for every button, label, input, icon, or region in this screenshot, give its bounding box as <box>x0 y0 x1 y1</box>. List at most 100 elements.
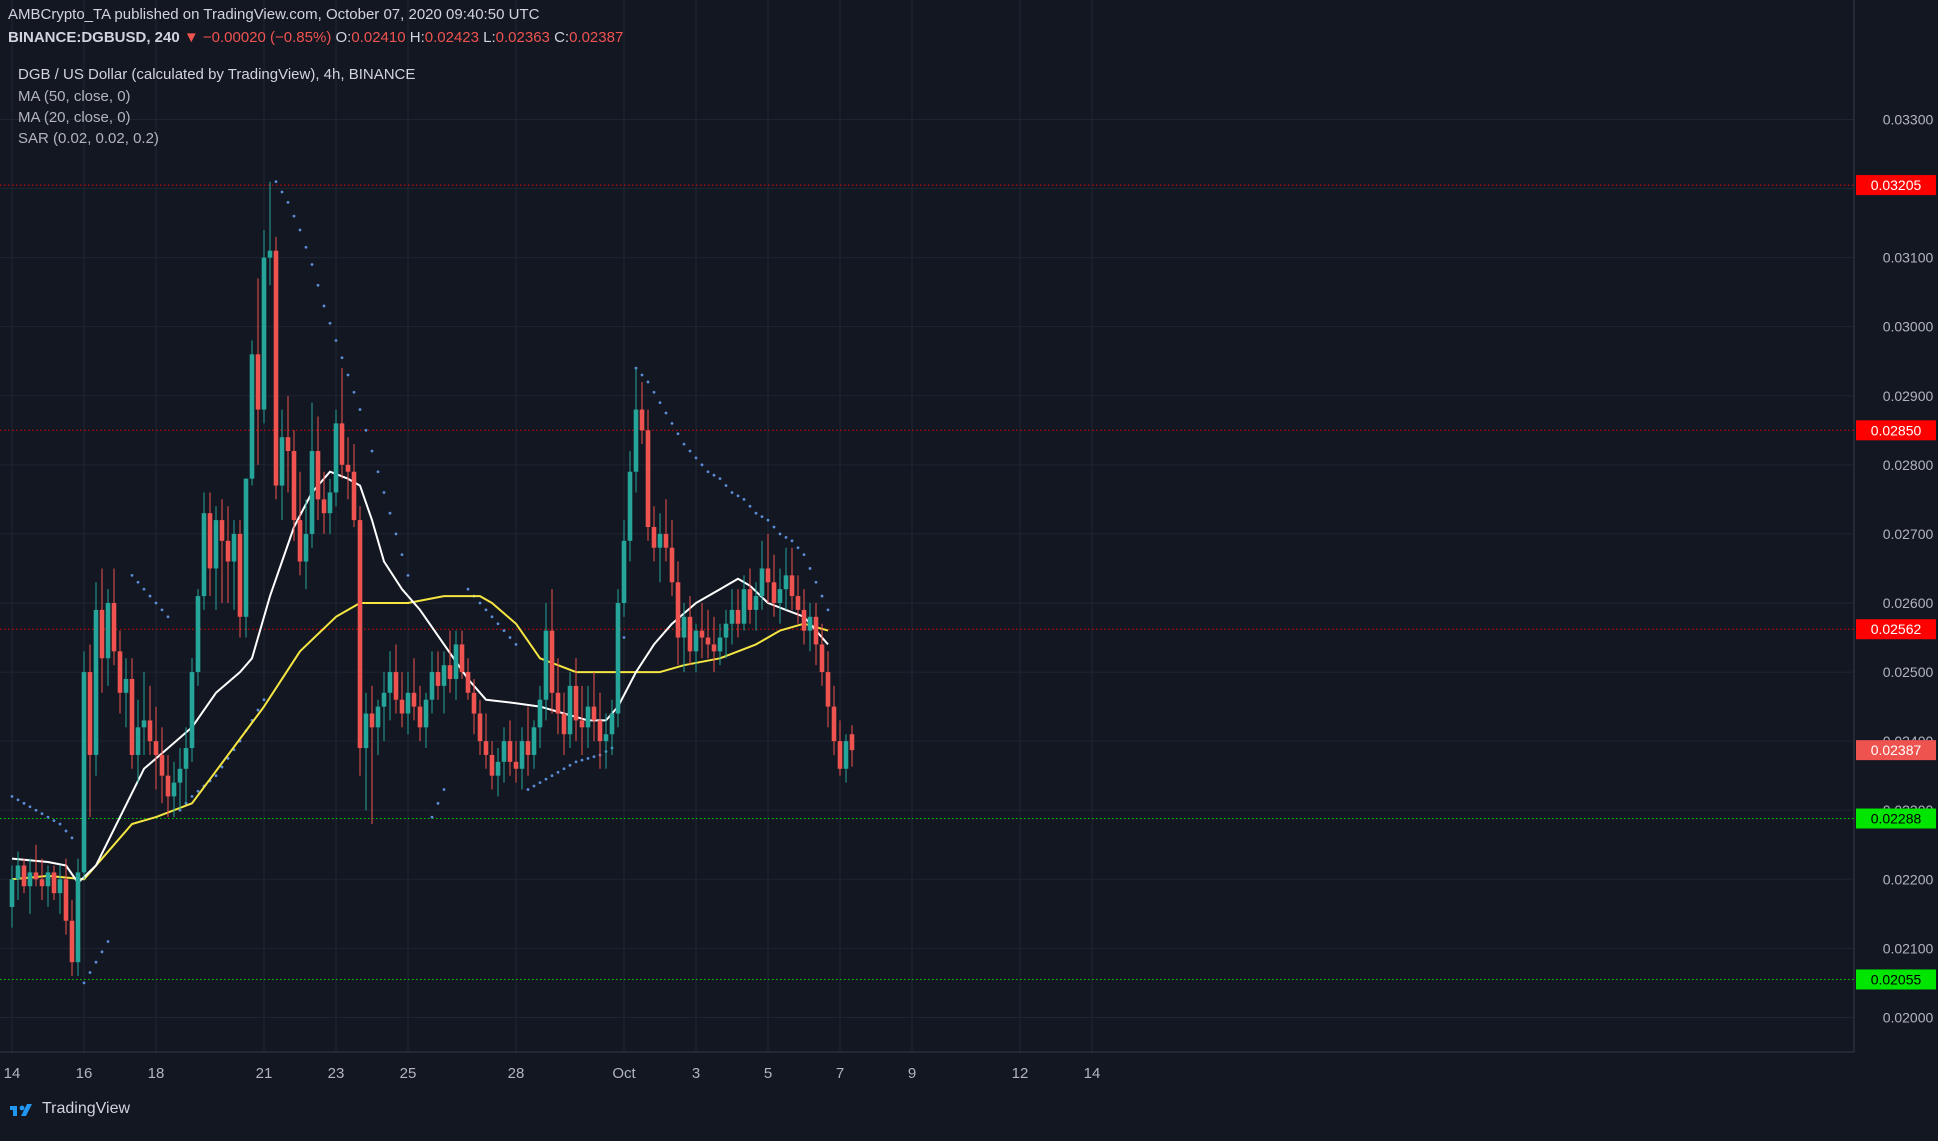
candle-up <box>9 865 15 928</box>
candle-down <box>63 858 69 935</box>
sar-dot <box>94 960 98 964</box>
sar-dot <box>754 511 758 515</box>
candle-down <box>489 741 495 790</box>
open-label: O: <box>335 29 352 46</box>
tradingview-logo-icon <box>10 1104 32 1116</box>
candle-down <box>351 444 357 528</box>
candle-down <box>825 651 831 728</box>
candle-body <box>357 520 363 749</box>
x-tick-label: 21 <box>256 1065 273 1082</box>
x-tick-label: 23 <box>328 1065 345 1082</box>
candle-up <box>27 858 33 914</box>
footer[interactable]: TradingView <box>8 1100 130 1118</box>
sar-dot <box>688 449 692 453</box>
sar-dot <box>538 781 542 784</box>
sar-dot <box>724 484 728 487</box>
sar-dot <box>556 770 560 774</box>
candle-body <box>843 741 849 769</box>
y-tick-label: 0.02000 <box>1883 1009 1934 1025</box>
candle-up <box>309 402 315 548</box>
sar-dot <box>694 456 698 460</box>
legend-ma20[interactable]: MA (20, close, 0) <box>18 109 131 126</box>
candle-up <box>681 602 687 673</box>
legend-sar[interactable]: SAR (0.02, 0.02, 0.2) <box>18 130 159 147</box>
candle-body <box>741 589 747 624</box>
candle-up <box>45 865 51 907</box>
sar-dot <box>22 801 26 805</box>
candle-body <box>399 699 405 714</box>
candle-down <box>321 471 327 534</box>
candle-body <box>489 754 495 776</box>
candle-body <box>813 616 819 645</box>
candle-down <box>165 754 171 818</box>
sar-dot <box>400 553 404 557</box>
candle-down <box>411 658 417 721</box>
sar-dot <box>130 573 134 577</box>
candle-down <box>699 602 705 659</box>
x-tick-label: 18 <box>148 1065 165 1082</box>
candle-up <box>201 492 207 610</box>
sar-dot <box>670 421 674 425</box>
candle-up <box>327 478 333 534</box>
candle-body <box>555 692 561 714</box>
sar-dot <box>532 784 536 788</box>
candle-down <box>273 236 279 500</box>
candle-body <box>447 665 453 679</box>
candle-body <box>441 665 447 686</box>
sar-dot <box>640 373 644 377</box>
candle-body <box>585 706 591 728</box>
candle-body <box>675 582 681 638</box>
candle-down <box>831 685 837 755</box>
sar-dot <box>394 532 398 536</box>
candle-down <box>51 865 57 901</box>
candle-body <box>183 748 189 769</box>
candle-up <box>429 651 435 714</box>
sar-dot <box>154 601 158 605</box>
candle-up <box>753 582 759 631</box>
candle-body <box>159 754 165 776</box>
sar-dot <box>526 788 530 791</box>
candle-down <box>459 630 465 679</box>
candle-down <box>33 844 39 887</box>
candle-body <box>279 437 285 486</box>
sar-dot <box>796 546 800 550</box>
legend-title[interactable]: DGB / US Dollar (calculated by TradingVi… <box>18 66 416 83</box>
y-tick-label: 0.02600 <box>1883 595 1934 611</box>
sar-dot <box>802 553 806 557</box>
sar-dot <box>286 200 290 204</box>
candle-up <box>495 748 501 797</box>
candle-body <box>795 596 801 610</box>
candle-down <box>285 395 291 493</box>
sar-dot <box>220 765 224 769</box>
candle-body <box>237 533 243 617</box>
x-tick-label: 28 <box>508 1065 525 1082</box>
sar-dot <box>826 608 830 612</box>
candle-body <box>267 250 273 258</box>
candle-layer <box>9 181 855 977</box>
y-tick-label: 0.02800 <box>1883 457 1934 473</box>
legend-ma50[interactable]: MA (50, close, 0) <box>18 88 131 105</box>
level-price-tag <box>1856 969 1936 990</box>
candle-up <box>441 651 447 714</box>
candle-body <box>417 706 423 728</box>
candle-down <box>765 533 771 603</box>
sar-dot <box>370 449 374 453</box>
sar-dot <box>496 622 500 626</box>
candle-up <box>777 568 783 624</box>
candle-body <box>537 699 543 728</box>
sar-dot <box>190 795 194 798</box>
candle-body <box>753 596 759 610</box>
candle-up <box>363 692 369 811</box>
x-tick-label: 16 <box>76 1065 93 1082</box>
sar-dot <box>88 971 92 974</box>
candle-down <box>849 725 855 767</box>
sar-dot <box>346 373 350 377</box>
candle-body <box>465 672 471 693</box>
sar-dot <box>280 190 284 194</box>
candle-up <box>75 858 81 977</box>
candle-body <box>81 672 87 873</box>
y-tick-label: 0.02900 <box>1883 388 1934 404</box>
high-value: 0.02423 <box>424 29 479 46</box>
